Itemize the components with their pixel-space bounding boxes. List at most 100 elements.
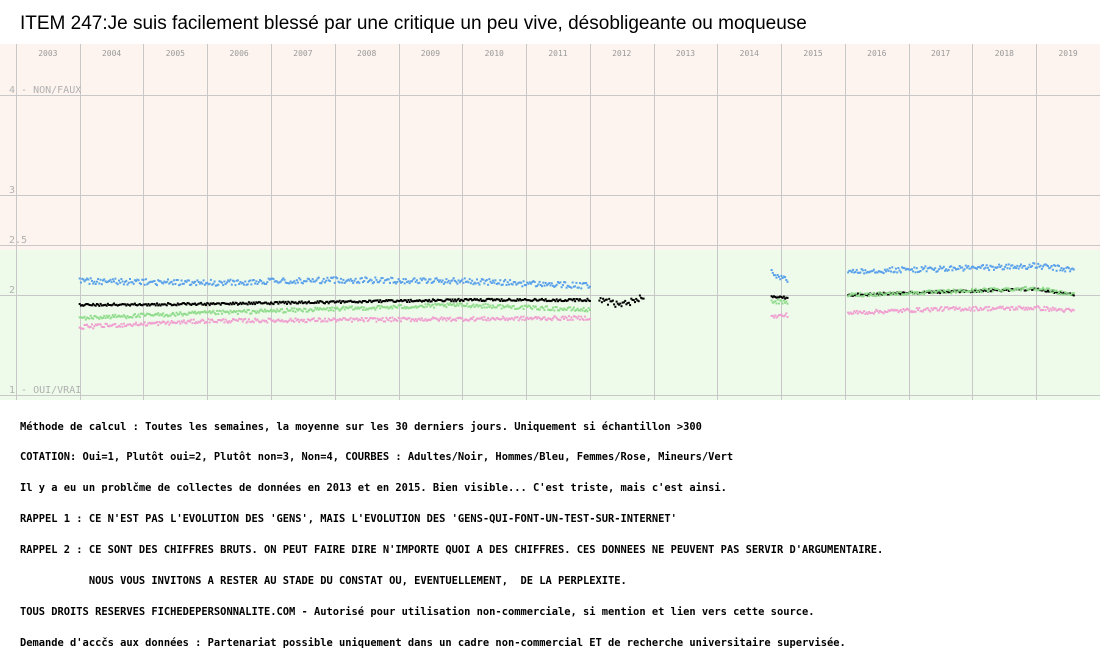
point-blue [393,281,396,283]
point-green [1007,287,1010,290]
point-pink [93,325,96,328]
upper-band [0,44,1100,250]
point-pink [214,320,217,323]
point-blue [312,280,315,283]
point-blue [87,278,90,281]
point-pink [420,317,423,320]
point-blue [138,282,141,285]
point-blue [1048,267,1051,270]
point-pink [531,318,534,321]
point-pink [218,319,221,321]
point-blue [534,285,537,288]
point-pink [267,317,270,320]
point-black [427,300,429,303]
point-blue [355,281,358,284]
point-green [474,304,477,307]
point-green [488,306,491,308]
point-blue [525,284,528,287]
point-green [511,305,514,308]
point-green [250,312,253,315]
point-blue [565,286,568,289]
point-pink [1049,307,1052,310]
point-green [295,308,298,311]
point-pink [874,310,877,313]
point-green [434,302,437,305]
point-green [228,312,231,315]
point-pink [577,315,580,318]
point-pink [149,322,152,325]
point-black [880,293,883,295]
point-green [373,306,375,309]
point-green [969,290,972,292]
point-blue [324,281,326,284]
point-blue [347,278,350,281]
point-pink [532,317,535,320]
point-black [516,298,519,301]
point-pink [299,319,302,322]
point-pink [479,317,482,320]
point-pink [891,308,894,311]
point-blue [926,267,929,270]
point-pink [1045,306,1048,309]
point-green [309,308,312,311]
point-black [771,296,774,299]
point-pink [1016,308,1019,311]
point-blue [1053,264,1056,267]
point-pink [325,320,328,323]
point-green [855,294,858,297]
point-black [346,300,348,303]
point-pink [942,308,945,311]
point-green [555,306,558,309]
point-green [561,309,564,311]
point-pink [931,309,934,311]
point-green [385,306,388,309]
point-green [982,288,984,291]
point-blue [261,282,264,285]
point-pink [902,308,905,310]
point-blue [1004,265,1007,268]
point-blue [83,280,86,283]
point-black [260,302,263,305]
point-pink [548,317,551,320]
point-green [771,301,774,304]
point-pink [368,318,371,321]
point-pink [466,319,469,322]
point-black [371,300,374,303]
point-green [362,308,364,311]
point-black [221,302,223,305]
point-black [276,301,279,304]
point-pink [879,309,881,312]
point-green [381,306,384,309]
point-pink [414,318,417,321]
point-green [487,303,490,306]
point-blue [435,277,438,280]
point-green [892,291,895,294]
point-black [625,303,628,306]
point-pink [315,320,318,323]
point-blue [321,280,324,283]
point-green [449,302,452,305]
point-pink [993,308,995,310]
point-pink [565,316,568,319]
point-black [369,299,372,302]
point-black [444,299,447,302]
point-black [446,298,449,301]
point-blue [331,277,334,280]
point-green [588,309,591,311]
point-green [560,307,563,310]
point-green [436,303,439,306]
point-pink [1006,306,1009,309]
point-green [465,304,467,307]
point-green [533,306,536,309]
point-pink [259,321,261,324]
point-black [400,299,402,301]
point-blue [1050,265,1053,267]
point-black [320,300,323,303]
point-green [132,314,135,317]
point-blue [449,282,452,285]
point-pink [996,306,999,309]
point-pink [506,319,509,322]
point-blue [955,268,957,271]
point-blue [558,282,561,285]
point-pink [474,319,477,321]
